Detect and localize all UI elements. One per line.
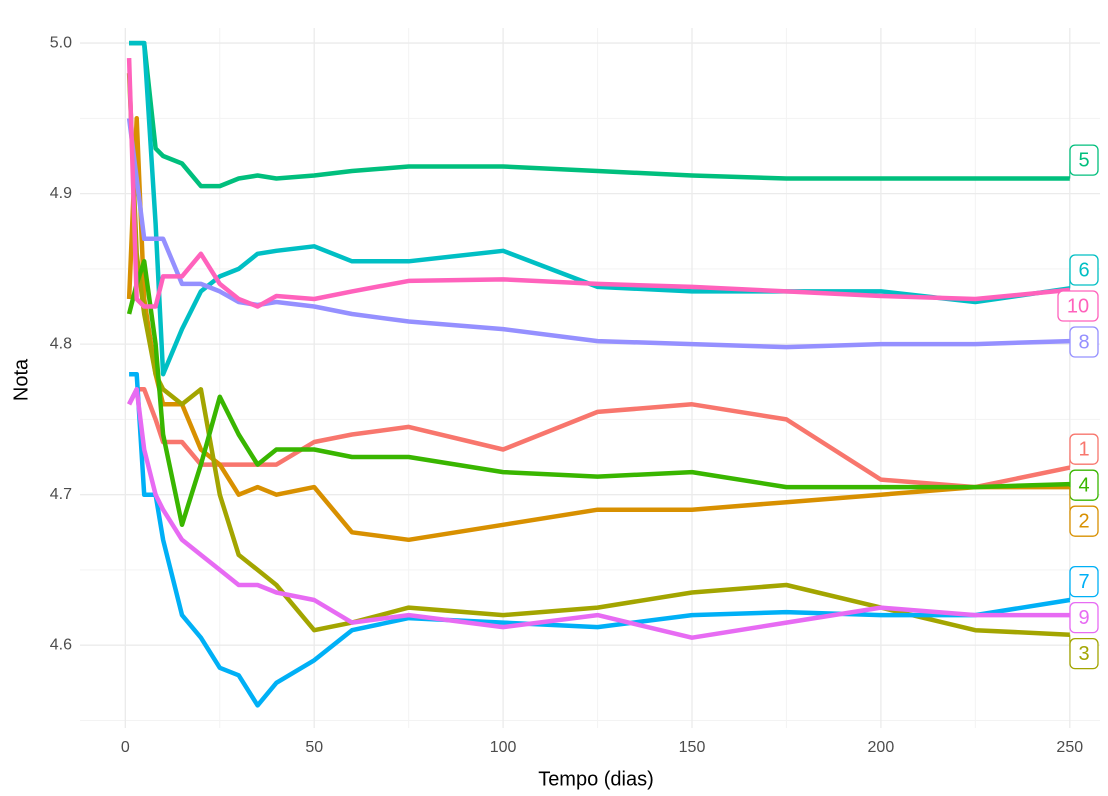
series-label: 5 xyxy=(1078,149,1089,171)
label-box xyxy=(1069,326,1099,358)
x-tick-label: 150 xyxy=(679,739,706,756)
label-box xyxy=(1069,637,1099,670)
x-tick-label: 100 xyxy=(490,739,517,756)
series-line xyxy=(126,259,1070,528)
label-box xyxy=(1057,290,1099,322)
label-box xyxy=(1069,565,1099,598)
series-label: 7 xyxy=(1078,571,1089,593)
series-line xyxy=(129,371,1071,708)
x-axis-title: Tempo (dias) xyxy=(538,768,654,790)
y-tick-label: 5.0 xyxy=(50,34,72,51)
series-line xyxy=(126,118,1070,350)
label-box xyxy=(1069,433,1099,465)
series-line xyxy=(126,58,1071,309)
series-label: 6 xyxy=(1078,259,1089,281)
x-tick-label: 50 xyxy=(305,739,323,756)
series-line xyxy=(127,387,1071,490)
label-box xyxy=(1069,601,1099,634)
series-label: 3 xyxy=(1078,643,1089,665)
label-box xyxy=(1069,505,1099,537)
y-tick-label: 4.8 xyxy=(50,335,72,352)
series-line xyxy=(126,73,1070,637)
y-axis-title: Nota xyxy=(10,358,32,401)
series-label: 1 xyxy=(1078,438,1089,460)
series-label: 10 xyxy=(1067,295,1089,317)
series-label: 2 xyxy=(1078,510,1089,532)
y-tick-label: 4.7 xyxy=(50,486,72,503)
x-tick-label: 200 xyxy=(868,739,895,756)
series-line xyxy=(129,40,1071,377)
label-box xyxy=(1069,144,1099,176)
x-tick-label: 0 xyxy=(121,739,130,756)
label-box xyxy=(1069,469,1099,501)
series-label: 9 xyxy=(1078,607,1089,629)
y-tick-label: 4.6 xyxy=(50,636,72,653)
series-line xyxy=(129,40,1070,189)
x-tick-label: 250 xyxy=(1056,739,1083,756)
series-label: 4 xyxy=(1078,474,1089,496)
y-tick-label: 4.9 xyxy=(50,185,72,202)
label-box xyxy=(1069,254,1099,286)
series-label: 8 xyxy=(1078,331,1089,353)
series-line xyxy=(127,387,1070,640)
